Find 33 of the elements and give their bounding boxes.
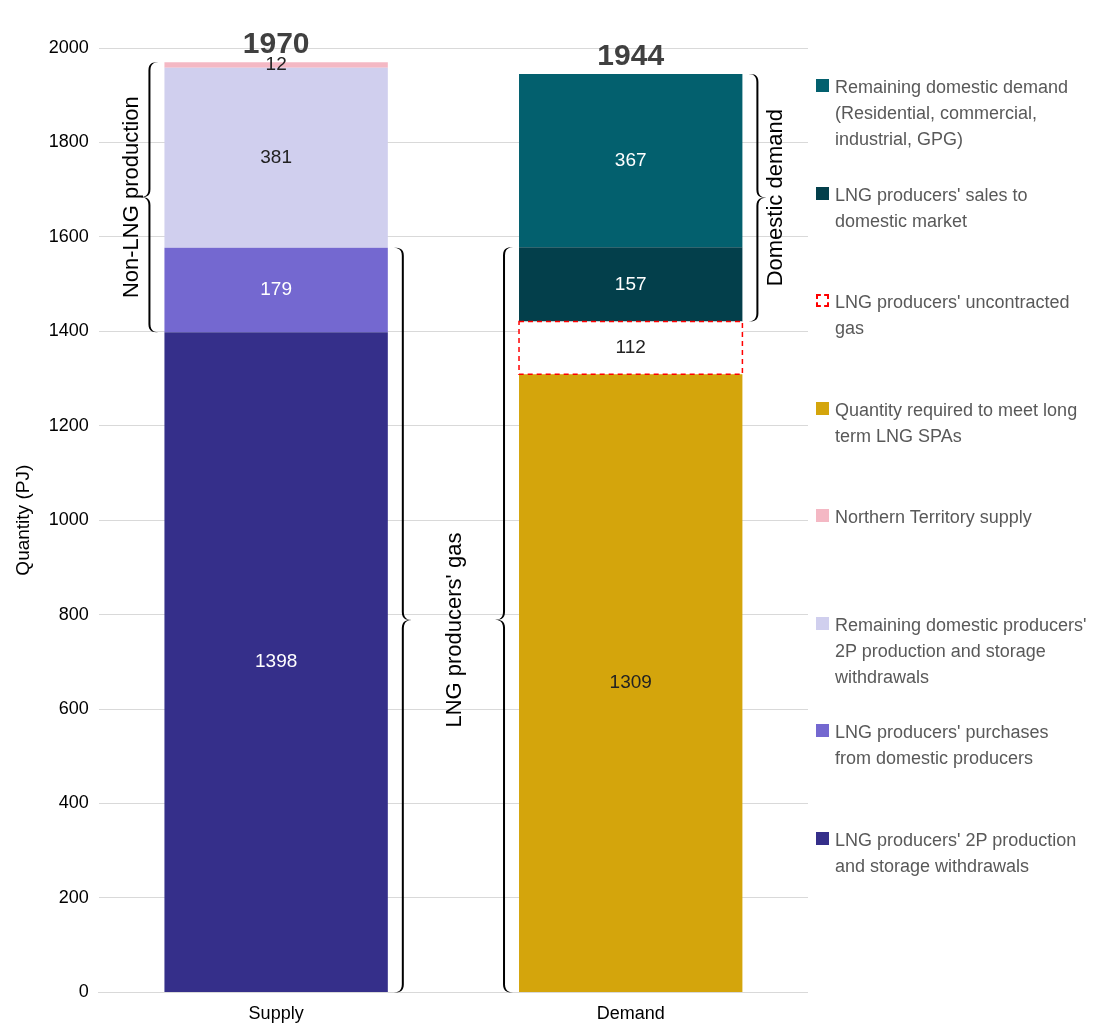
legend-label: LNG producers' purchases from domestic producers: [835, 721, 1050, 770]
x-tick-label: Supply: [248, 1003, 304, 1024]
data-label: 367: [614, 148, 647, 170]
y-tick-label: 800: [58, 603, 89, 624]
y-tick-label: 2000: [48, 36, 89, 57]
legend-label: Northern Territory supply: [835, 506, 1032, 529]
data-label: 1309: [609, 671, 652, 693]
y-tick-label: 0: [78, 981, 89, 1002]
y-tick-label: 1400: [48, 320, 89, 341]
data-label: 112: [615, 336, 646, 358]
legend-label: LNG producers' sales to domestic market: [835, 183, 1029, 233]
y-tick-label: 1000: [48, 509, 89, 530]
legend-label: Remaining domestic demand (Residential, commercial, industrial, GPG): [835, 76, 1070, 151]
data-label: 179: [260, 278, 292, 300]
data-label: 157: [614, 272, 647, 294]
legend-label: LNG producers' uncontracted gas: [835, 291, 1071, 340]
y-tick-label: 1200: [48, 414, 89, 435]
y-tick-label: 600: [58, 698, 89, 719]
legend-label: Quantity required to meet long term LNG SPAs: [835, 398, 1079, 448]
data-label: 1398: [254, 650, 298, 672]
data-label: 381: [260, 146, 292, 168]
y-tick-label: 1800: [48, 131, 89, 152]
annotation: LNG producers' gas: [441, 532, 467, 728]
total-label: 1944: [597, 38, 665, 72]
legend-label: Remaining domestic producers' 2P production and storage withdrawals: [835, 613, 1088, 689]
legend-label: LNG producers' 2P production and storage withdrawals: [835, 828, 1078, 878]
y-tick-label: 1600: [48, 225, 89, 246]
y-tick-label: 400: [58, 792, 89, 813]
annotation: Domestic demand: [762, 109, 788, 287]
y-axis-title: Quantity (PJ): [11, 464, 33, 576]
x-tick-label: Demand: [596, 1003, 665, 1024]
y-tick-label: 200: [58, 886, 89, 907]
annotation: Non-LNG production: [118, 96, 144, 299]
